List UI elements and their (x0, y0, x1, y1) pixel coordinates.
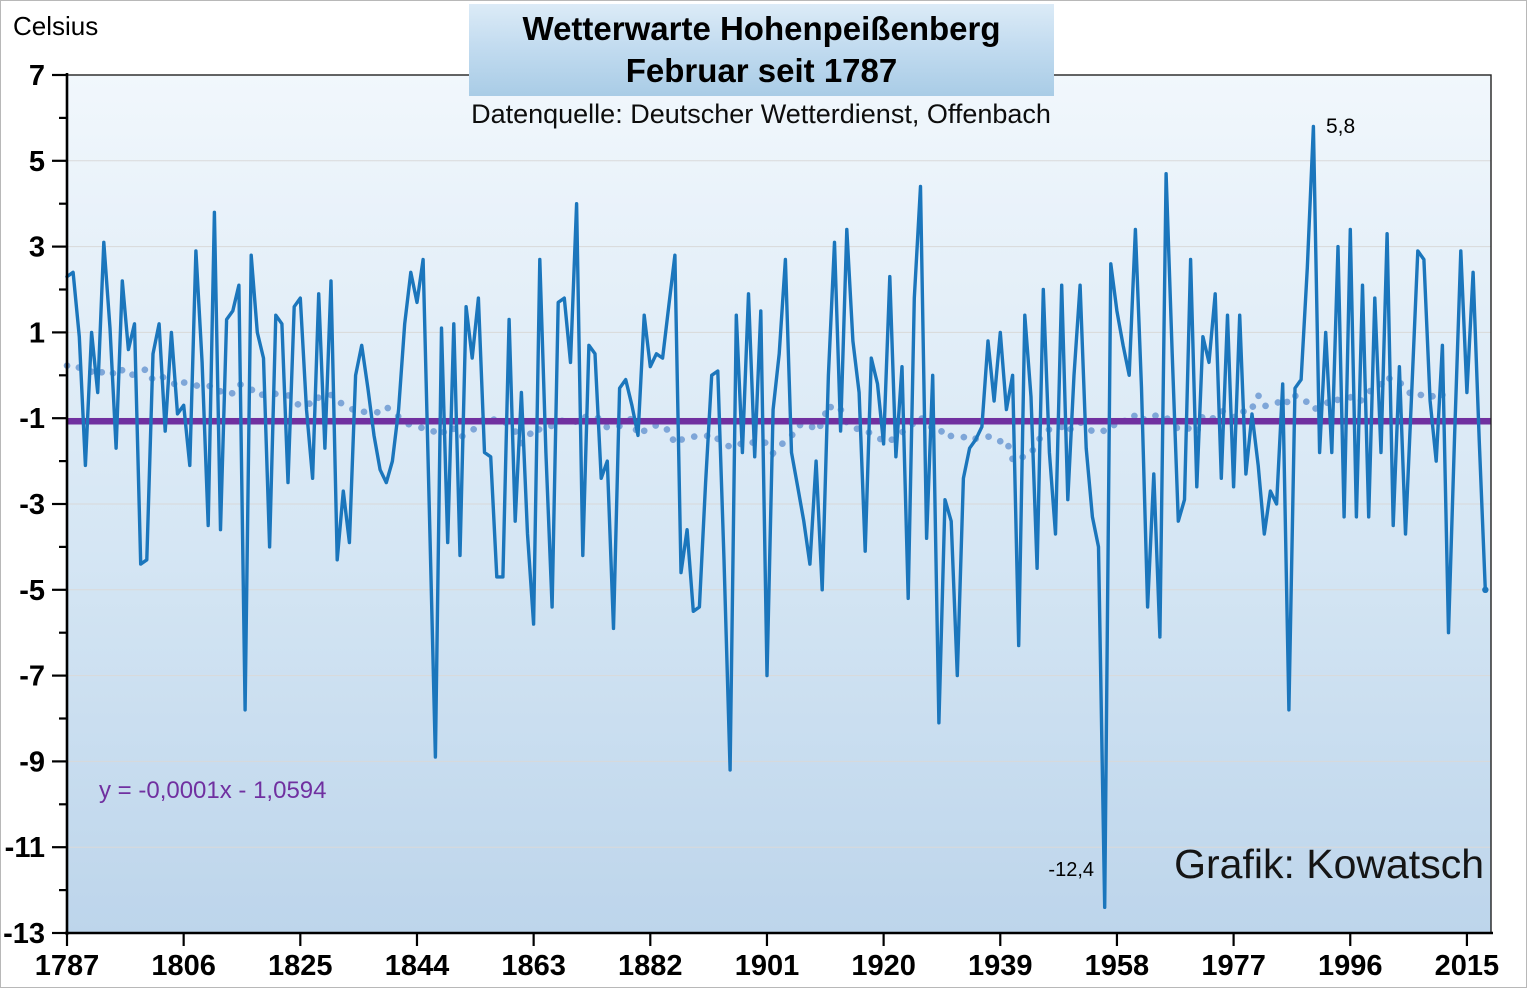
x-axis-tick-label: 1882 (618, 950, 683, 982)
y-axis-tick-label: 7 (29, 60, 45, 92)
y-axis-tick-label: 3 (29, 232, 45, 264)
y-axis-tick-label: -9 (19, 746, 45, 778)
x-axis-tick-label: 1825 (268, 950, 333, 982)
x-axis-tick-label: 1787 (35, 950, 100, 982)
y-axis-tick-label: -11 (5, 832, 45, 864)
y-axis: 7 5 3 1 -1 -3 -5 -7 -9 -11 -13 (3, 60, 69, 950)
x-axis-tick-label: 1806 (151, 950, 216, 982)
x-axis-tick-label: 1977 (1201, 950, 1266, 982)
y-axis-tick-label: 5 (29, 146, 45, 178)
credit-label: Grafik: Kowatsch (1174, 841, 1484, 887)
chart-title-line2: Februar seit 1787 (625, 52, 898, 89)
y-axis-tick-label: -1 (19, 403, 45, 435)
moving-average-line (63, 362, 1452, 466)
trend-equation-label: y = -0,0001x - 1,0594 (99, 777, 327, 804)
data-line (65, 124, 1488, 909)
x-axis-tick-label: 1844 (385, 950, 450, 982)
chart-title-box: Wetterwarte Hohenpeißenberg Februar seit… (469, 4, 1054, 96)
x-axis-tick-label: 1939 (968, 950, 1033, 982)
min-value-annotation: -12,4 (1048, 859, 1094, 881)
x-axis: 1787 1806 1825 1844 1863 1882 1901 1920 1939 1958… (35, 931, 1500, 982)
y-axis-tick-label: -3 (19, 489, 45, 521)
max-value-annotation: 5,8 (1326, 115, 1356, 138)
x-axis-tick-label: 1996 (1318, 950, 1383, 982)
y-axis-tick-label: -5 (19, 575, 45, 607)
y-axis-tick-label: -7 (19, 661, 45, 693)
x-axis-tick-label: 1920 (851, 950, 916, 982)
data-line-endpoint (1482, 586, 1489, 593)
y-axis-tick-label: -13 (3, 918, 45, 950)
y-axis-tick-label: 1 (29, 317, 45, 349)
x-axis-tick-label: 1958 (1085, 950, 1150, 982)
x-axis-tick-label: 1863 (501, 950, 566, 982)
x-axis-tick-label: 1901 (735, 950, 800, 982)
x-axis-tick-label: 2015 (1435, 950, 1500, 982)
chart-title-line1: Wetterwarte Hohenpeißenberg (522, 10, 1001, 47)
y-axis-unit-label: Celsius (13, 11, 99, 41)
data-source-subtitle: Datenquelle: Deutscher Wetterdienst, Off… (471, 99, 1051, 129)
